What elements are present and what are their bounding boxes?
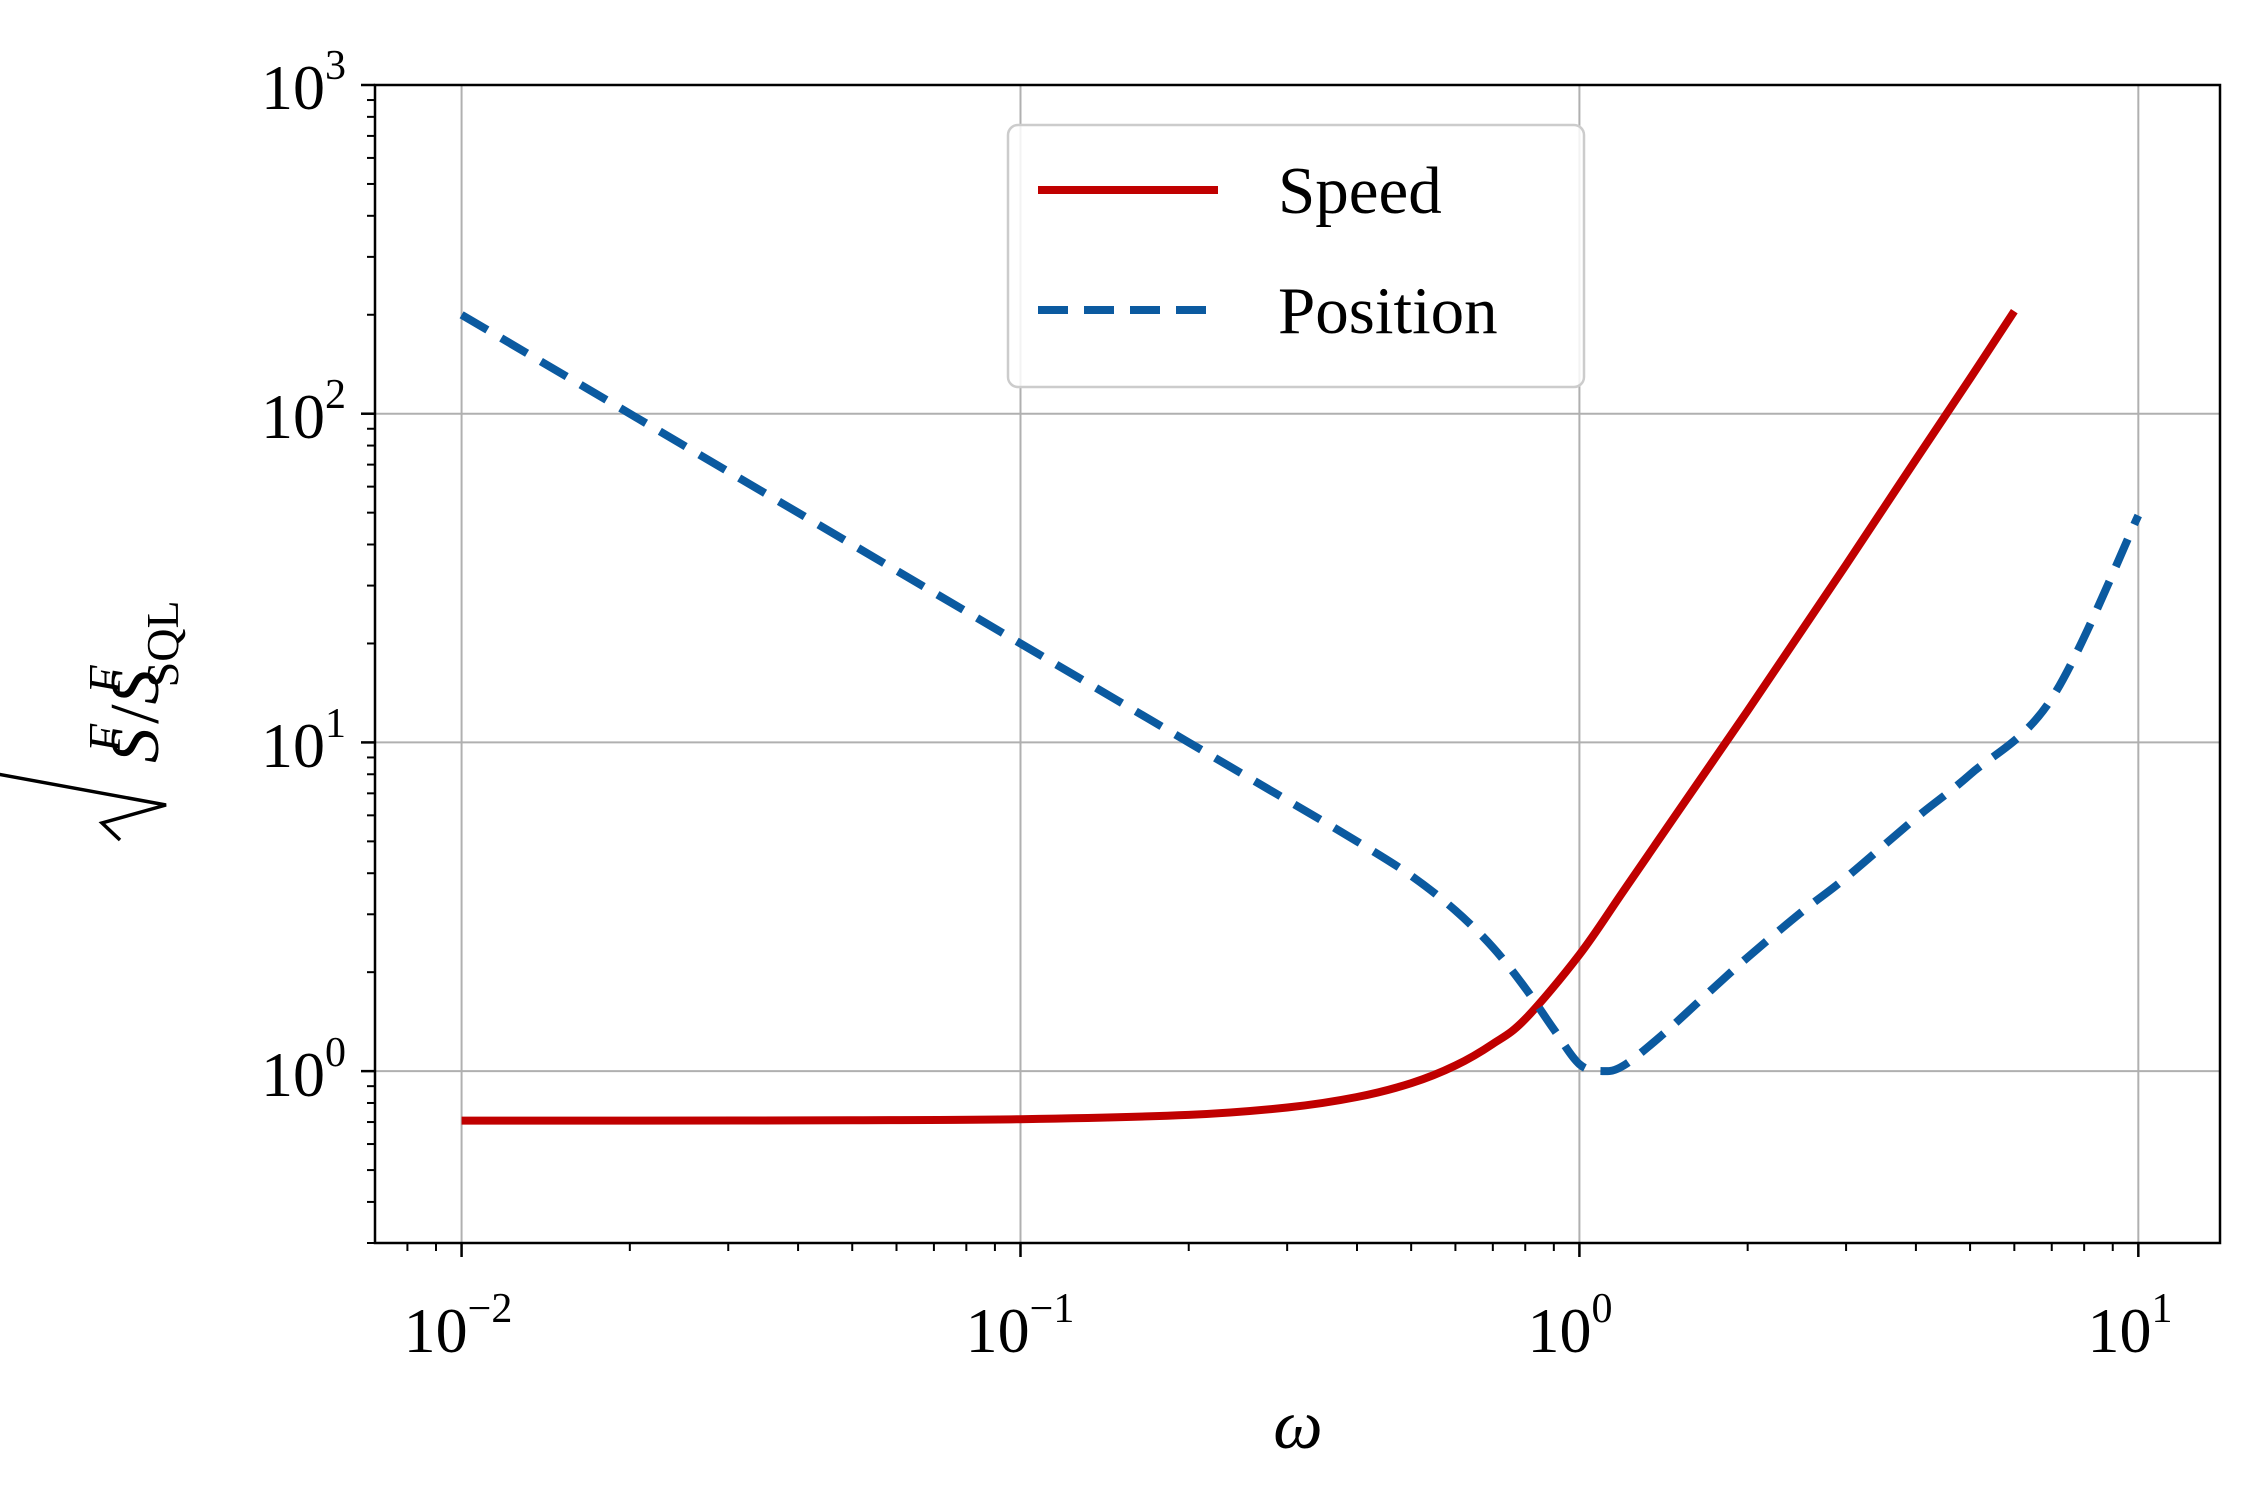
y-axis-formula: SF/SF SQL: [79, 600, 188, 763]
x-tick-label-3: 100: [1528, 1286, 1613, 1366]
minor-ticks: [367, 99, 2114, 1251]
legend: Speed Position: [1006, 123, 1586, 389]
position-series-line: [459, 311, 2142, 1076]
major-ticks: [361, 83, 2140, 1257]
x-axis-label: ω: [1273, 1387, 1322, 1464]
x-tick-label-4: 101: [2088, 1286, 2173, 1366]
y-tick-label-1: 100: [261, 1030, 346, 1110]
y-tick-label-4: 103: [261, 43, 346, 123]
legend-speed-label: Speed: [1278, 154, 1442, 228]
speed-series-line: [461, 309, 2018, 1125]
legend-position-label: Position: [1278, 274, 1498, 348]
x-tick-labels: 10−2 10−1 100 101: [404, 1286, 2173, 1366]
x-tick-label-1: 10−2: [404, 1286, 513, 1366]
y-tick-label-2: 101: [261, 701, 346, 781]
y-tick-label-3: 102: [261, 372, 346, 452]
y-tick-labels: 100 101 102 103: [261, 43, 346, 1110]
y-axis-label: SF/SF SQL: [0, 490, 188, 842]
x-tick-label-2: 10−1: [966, 1286, 1075, 1366]
plot-frame: [373, 83, 2222, 1245]
sqrt-radical: [0, 490, 167, 842]
